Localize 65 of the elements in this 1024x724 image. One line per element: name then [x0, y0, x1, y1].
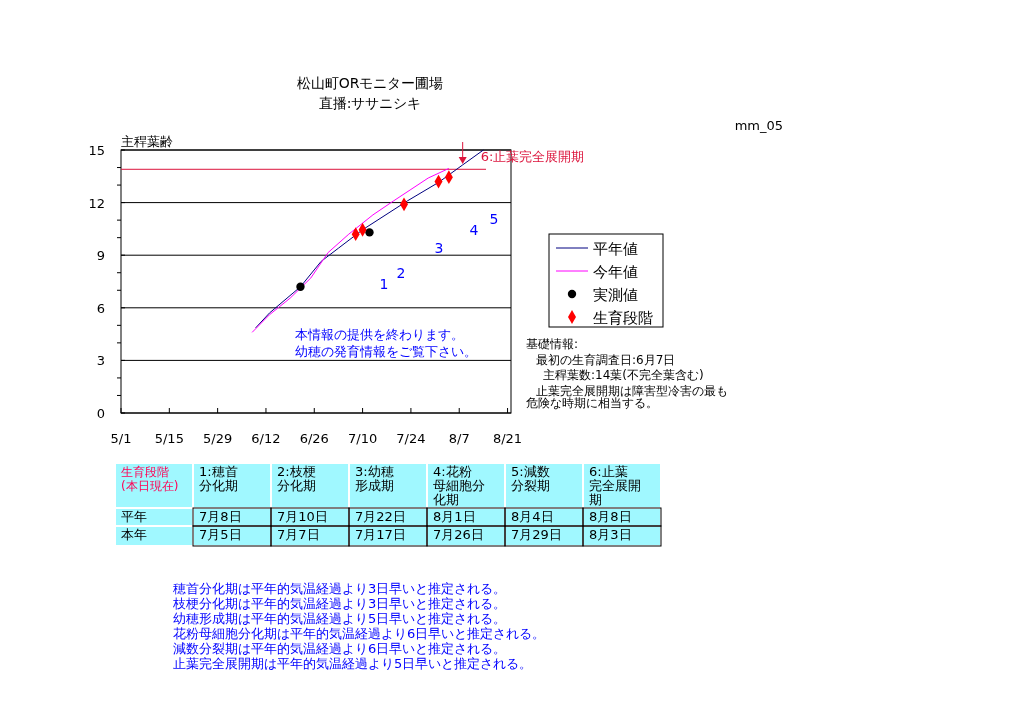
chart-subtitle: 直播:ササニシキ [318, 95, 422, 111]
text: 危険な時期に相当する。 [526, 396, 658, 410]
text: 最初の生育調査日:6月7日 [536, 353, 676, 367]
annotation: 2 [396, 265, 406, 281]
point [365, 228, 374, 237]
text: 枝梗分化期は平年的気温経過より3日早いと推定される。 [172, 596, 507, 611]
text: 7月29日 [511, 527, 562, 542]
point [296, 282, 305, 291]
text: 7月17日 [355, 527, 406, 542]
x-tick-label: 5/29 [203, 431, 233, 446]
y-tick-label: 6 [96, 300, 105, 316]
text: 花粉母細胞分化期は平年的気温経過より6日早いと推定される。 [173, 626, 546, 641]
text: 主稈葉数:14葉(不完全葉含む) [543, 368, 704, 382]
annotation: 本情報の提供を終わります。 [295, 327, 464, 342]
text: 8月8日 [589, 509, 632, 524]
y-tick-label: 3 [96, 353, 105, 369]
text: 止葉完全展開期は平年的気温経過より5日早いと推定される。 [173, 656, 533, 671]
annotation: 3 [434, 240, 444, 256]
annotation: 1 [379, 276, 389, 292]
text: 生育段階(本日現在) [121, 465, 179, 493]
chart-title: 松山町ORモニター圃場 [296, 75, 444, 91]
x-tick-label: 6/12 [251, 431, 281, 446]
x-tick-label: 8/7 [448, 431, 470, 446]
x-tick-label: 6/26 [299, 431, 329, 446]
x-tick-label: 8/21 [492, 431, 523, 446]
annotation: 5 [489, 211, 499, 227]
text: 6:止葉完全展開期 [589, 464, 641, 507]
text: 7月10日 [277, 509, 328, 524]
text: 8月4日 [511, 509, 554, 524]
y-tick-label: 12 [88, 195, 105, 211]
x-tick-label: 5/15 [154, 431, 184, 446]
text: 7月7日 [277, 527, 320, 542]
text: 5:減数分裂期 [511, 464, 550, 493]
annotation: 6:止葉完全展開期 [480, 149, 585, 165]
legend-label: 実測値 [593, 286, 638, 304]
text: 4:花粉母細胞分化期 [433, 464, 485, 507]
legend-label: 生育段階 [593, 309, 653, 327]
text: 1:穂首分化期 [199, 464, 238, 493]
legend-label: 平年値 [593, 240, 638, 258]
text: 7月8日 [199, 509, 242, 524]
text: 穂首分化期は平年的気温経過より3日早いと推定される。 [173, 581, 507, 596]
text: 止葉完全展開期は障害型冷害の最も [536, 384, 728, 398]
text: mm_05 [734, 118, 783, 133]
legend-label: 今年値 [593, 263, 638, 281]
text: 基礎情報: [526, 337, 579, 351]
text: 3:幼穂形成期 [355, 464, 394, 493]
y-tick-label: 15 [88, 143, 105, 158]
text: 8月3日 [589, 527, 632, 542]
x-tick-label: 7/10 [347, 431, 378, 446]
y-axis-title: 主稈葉齢 [121, 134, 173, 149]
text: 2:枝梗分化期 [277, 464, 316, 493]
annotation: 幼穂の発育情報をご覧下さい。 [295, 344, 477, 359]
x-tick-label: 5/1 [110, 431, 132, 446]
x-tick-label: 7/24 [396, 431, 426, 446]
text: 減数分裂期は平年的気温経過より6日早いと推定される。 [173, 641, 507, 656]
text: 7月26日 [433, 527, 484, 542]
annotation: 4 [469, 222, 479, 238]
text: 7月5日 [199, 527, 242, 542]
y-tick-label: 9 [96, 248, 105, 264]
text: 平年 [121, 509, 147, 524]
text: 本年 [121, 527, 147, 542]
y-tick-label: 0 [96, 406, 105, 421]
text: 幼穂形成期は平年的気温経過より5日早いと推定される。 [173, 611, 507, 626]
text: 8月1日 [433, 509, 476, 524]
text: 7月22日 [355, 509, 406, 524]
